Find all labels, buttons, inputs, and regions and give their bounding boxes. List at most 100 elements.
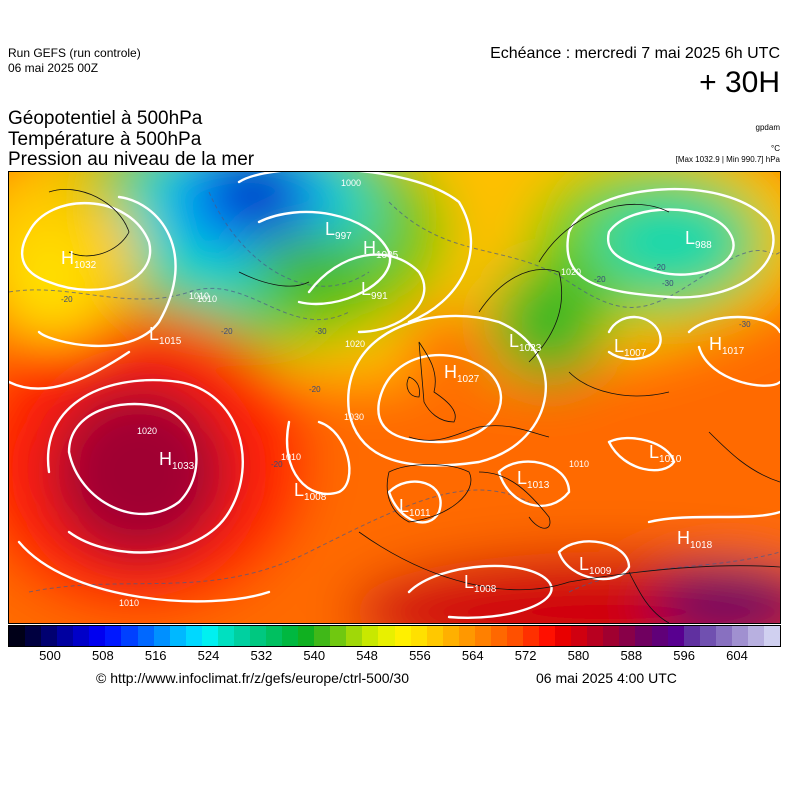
legend-tick-label: 548 <box>356 648 378 663</box>
legend-swatch <box>426 626 443 646</box>
legend-swatch <box>57 626 74 646</box>
pressure-center-value: 1011 <box>409 508 431 519</box>
pressure-center-value: 1023 <box>519 343 542 354</box>
legend-swatch <box>410 626 427 646</box>
pressure-center-value: 1017 <box>722 346 745 357</box>
legend-swatch <box>298 626 315 646</box>
pressure-center-value: 1032 <box>74 260 97 271</box>
isobar-label: 1010 <box>197 294 217 304</box>
color-legend <box>8 625 781 647</box>
legend-swatch <box>282 626 299 646</box>
legend-ticks: 500 508 516 524 532 540 548 556 564 572 580 588 596 6… <box>8 648 779 666</box>
unit-temperature: °C <box>771 144 780 153</box>
legend-swatch <box>121 626 138 646</box>
legend-swatch <box>458 626 475 646</box>
legend-tick-label: 500 <box>39 648 61 663</box>
isotherm-label: -20 <box>654 263 666 272</box>
isotherm-label: -20 <box>61 295 73 304</box>
isobar-label: 1030 <box>344 412 364 422</box>
parameter-temperature: Température à 500hPa <box>8 129 202 150</box>
legend-swatch <box>105 626 122 646</box>
legend-swatch <box>474 626 491 646</box>
legend-swatch <box>137 626 154 646</box>
pressure-center-value: 1018 <box>690 540 713 551</box>
forecast-valid-time: Echéance : mercredi 7 mai 2025 6h UTC <box>490 45 780 62</box>
legend-swatch <box>217 626 234 646</box>
legend-tick-label: 508 <box>91 648 114 663</box>
legend-swatch <box>169 626 186 646</box>
unit-geopotential: gpdam <box>755 123 780 132</box>
legend-swatch <box>249 626 266 646</box>
issued-time: 06 mai 2025 4:00 UTC <box>536 670 677 686</box>
legend-swatch <box>731 626 748 646</box>
pressure-center-value: 1015 <box>159 336 182 347</box>
legend-tick-label: 588 <box>620 648 643 663</box>
isotherm-label: -30 <box>662 279 674 288</box>
legend-swatch <box>442 626 459 646</box>
legend-swatch <box>555 626 572 646</box>
run-date: 06 mai 2025 00Z <box>8 61 99 75</box>
isotherm-label: -20 <box>271 460 283 469</box>
isobar-label: 1010 <box>569 459 589 469</box>
isobar-label: 1010 <box>189 291 209 301</box>
isobar-label: 1000 <box>341 178 361 188</box>
legend-swatch <box>571 626 588 646</box>
isotherm-label: -20 <box>309 385 321 394</box>
legend-swatch <box>314 626 331 646</box>
legend-tick-label: 564 <box>461 648 484 663</box>
legend-swatch <box>394 626 411 646</box>
isotherm-label: -30 <box>739 320 751 329</box>
legend-swatch <box>490 626 507 646</box>
legend-swatch <box>362 626 379 646</box>
weather-map: H1032 L997 H1005 L991 L988 L1015 L1023 L1007 H10… <box>8 171 781 624</box>
legend-tick-label: 516 <box>144 648 167 663</box>
isotherm-label: -20 <box>594 275 606 284</box>
legend-tick-label: 580 <box>567 648 590 663</box>
geopotential-field <box>9 172 780 623</box>
pressure-center-value: 1008 <box>474 584 497 595</box>
coastlines <box>48 189 780 623</box>
forecast-horizon: + 30H <box>699 66 780 99</box>
pressure-center-value: 1027 <box>457 374 480 385</box>
pressure-center-value: 1007 <box>624 348 647 359</box>
legend-swatch <box>89 626 106 646</box>
legend-swatch <box>153 626 170 646</box>
pressure-center-value: 1009 <box>589 566 612 577</box>
legend-swatch <box>378 626 395 646</box>
legend-swatch <box>9 626 26 646</box>
legend-tick-label: 532 <box>250 648 273 663</box>
pressure-center-value: 1010 <box>659 454 682 465</box>
legend-swatch <box>41 626 58 646</box>
pressure-center-value: 1008 <box>304 492 327 503</box>
legend-swatch <box>763 626 780 646</box>
legend-swatch <box>683 626 700 646</box>
legend-swatch <box>587 626 604 646</box>
legend-swatch <box>651 626 668 646</box>
pressure-center-value: 1005 <box>376 250 399 261</box>
legend-swatch <box>73 626 90 646</box>
legend-tick-label: 524 <box>197 648 220 663</box>
isobars <box>9 172 780 619</box>
legend-tick-label: 540 <box>303 648 326 663</box>
isobar-label: 1020 <box>345 339 365 349</box>
legend-swatch <box>330 626 347 646</box>
legend-swatch <box>266 626 283 646</box>
pressure-center-value: 997 <box>335 231 352 242</box>
legend-swatch <box>667 626 684 646</box>
legend-swatch <box>346 626 363 646</box>
legend-swatch <box>635 626 652 646</box>
parameter-geopotential: Géopotentiel à 500hPa <box>8 108 203 129</box>
isotherms <box>9 191 780 593</box>
unit-pressure-range: [Max 1032.9 | Min 990.7] hPa <box>675 155 780 164</box>
legend-swatch <box>25 626 42 646</box>
run-title: Run GEFS (run controle) <box>8 46 141 60</box>
legend-swatch <box>699 626 716 646</box>
legend-swatch <box>715 626 732 646</box>
isobar-label: 1020 <box>561 267 581 277</box>
isotherm-label: -20 <box>221 327 233 336</box>
isobar-label: 1010 <box>281 452 301 462</box>
isotherm-label: -30 <box>315 327 327 336</box>
legend-swatch <box>506 626 523 646</box>
copyright-url: © http://www.infoclimat.fr/z/gefs/europe… <box>96 670 410 686</box>
legend-swatch <box>201 626 218 646</box>
